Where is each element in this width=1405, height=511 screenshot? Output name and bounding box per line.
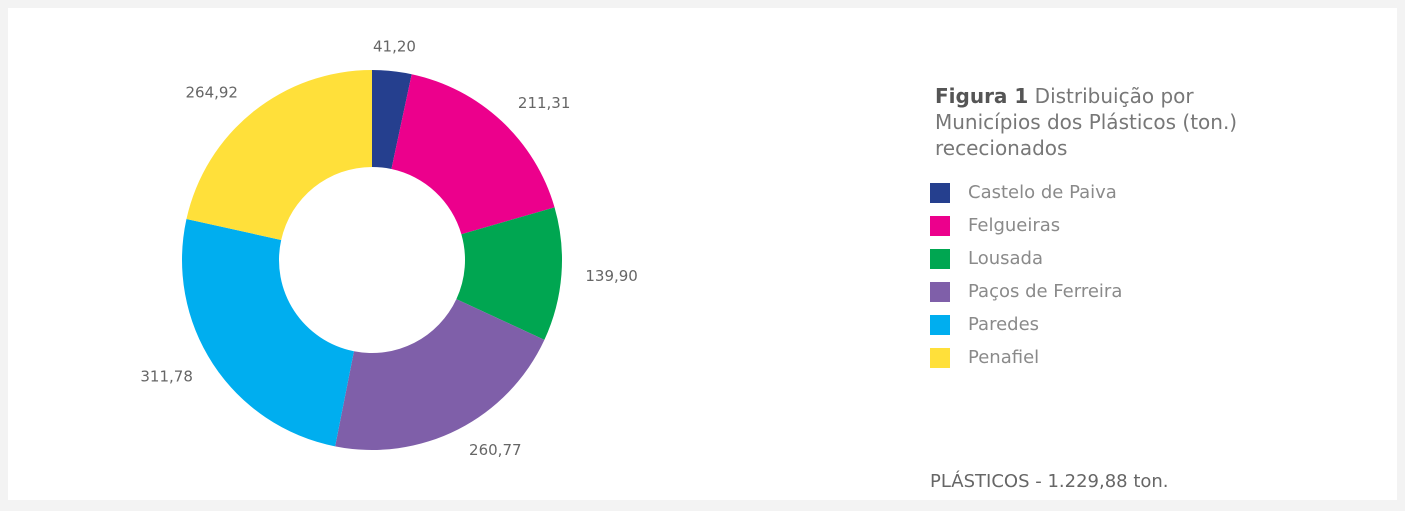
data-label: 211,31 (518, 94, 571, 112)
legend-swatch (930, 347, 950, 368)
donut-slice (335, 299, 545, 451)
legend-swatch (930, 314, 950, 335)
legend-swatch (930, 182, 950, 203)
legend-label: Felgueiras (968, 215, 1061, 236)
legend-swatch (930, 248, 950, 269)
legend-label: Paços de Ferreira (968, 281, 1123, 302)
donut-slice (391, 74, 555, 235)
figure-label: Figura 1 (935, 84, 1029, 108)
legend-item: Felgueiras (930, 209, 1122, 242)
legend-item: Lousada (930, 242, 1122, 275)
legend-item: Penafiel (930, 341, 1122, 374)
legend-label: Penafiel (968, 347, 1040, 368)
data-label: 139,90 (585, 267, 638, 285)
data-label: 260,77 (469, 441, 522, 459)
data-label: 264,92 (185, 84, 238, 102)
legend-item: Castelo de Paiva (930, 176, 1122, 209)
legend-label: Paredes (968, 314, 1040, 335)
legend-label: Castelo de Paiva (968, 182, 1117, 203)
donut-slice (372, 70, 412, 170)
donut-slice (456, 207, 563, 340)
legend: Castelo de Paiva Felgueiras Lousada Paços d… (930, 176, 1122, 374)
legend-swatch (930, 281, 950, 302)
legend-swatch (930, 215, 950, 236)
chart-panel: 41,20 211,31 139,90 260,77 311,78 264,92 Figu… (8, 8, 1397, 500)
donut-slice (186, 70, 372, 240)
data-label: 311,78 (140, 368, 193, 386)
chart-title: Figura 1 Distribuição por Municípios dos… (935, 83, 1295, 161)
legend-item: Paços de Ferreira (930, 275, 1122, 308)
title-text: Distribuição por Municípios dos Plástico… (935, 84, 1238, 160)
donut-slice (181, 219, 354, 447)
legend-item: Paredes (930, 308, 1122, 341)
annotation: PLÁSTICOS - 1.229,88 ton. (930, 471, 1169, 492)
data-label: 41,20 (373, 38, 416, 56)
donut-chart: 41,20 211,31 139,90 260,77 311,78 264,92 (140, 38, 638, 460)
legend-label: Lousada (968, 248, 1043, 269)
